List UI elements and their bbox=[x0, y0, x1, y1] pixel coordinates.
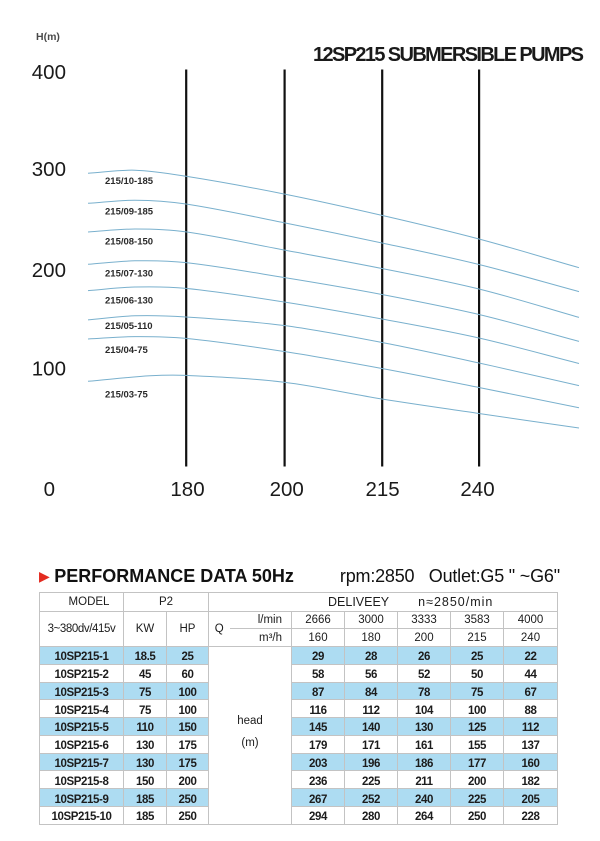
svg-text:400: 400 bbox=[32, 61, 66, 84]
svg-text:300: 300 bbox=[32, 158, 66, 181]
svg-text:215/06-130: 215/06-130 bbox=[105, 296, 153, 307]
svg-text:180: 180 bbox=[170, 478, 204, 501]
svg-text:215: 215 bbox=[365, 478, 399, 501]
svg-text:12SP215 SUBMERSIBLE PUMPS: 12SP215 SUBMERSIBLE PUMPS bbox=[313, 44, 584, 66]
svg-text:240: 240 bbox=[460, 478, 494, 501]
svg-text:100: 100 bbox=[32, 358, 66, 381]
svg-text:215/03-75: 215/03-75 bbox=[105, 390, 149, 401]
svg-text:215/04-75: 215/04-75 bbox=[105, 345, 149, 356]
svg-text:200: 200 bbox=[32, 259, 66, 282]
svg-text:215/09-185: 215/09-185 bbox=[105, 207, 154, 218]
svg-text:215/10-185: 215/10-185 bbox=[105, 176, 154, 187]
svg-text:H(m): H(m) bbox=[36, 31, 60, 43]
svg-text:0: 0 bbox=[44, 478, 55, 501]
svg-text:215/07-130: 215/07-130 bbox=[105, 269, 153, 280]
svg-text:215/08-150: 215/08-150 bbox=[105, 237, 153, 248]
svg-text:215/05-110: 215/05-110 bbox=[105, 321, 153, 332]
svg-text:200: 200 bbox=[270, 478, 304, 501]
